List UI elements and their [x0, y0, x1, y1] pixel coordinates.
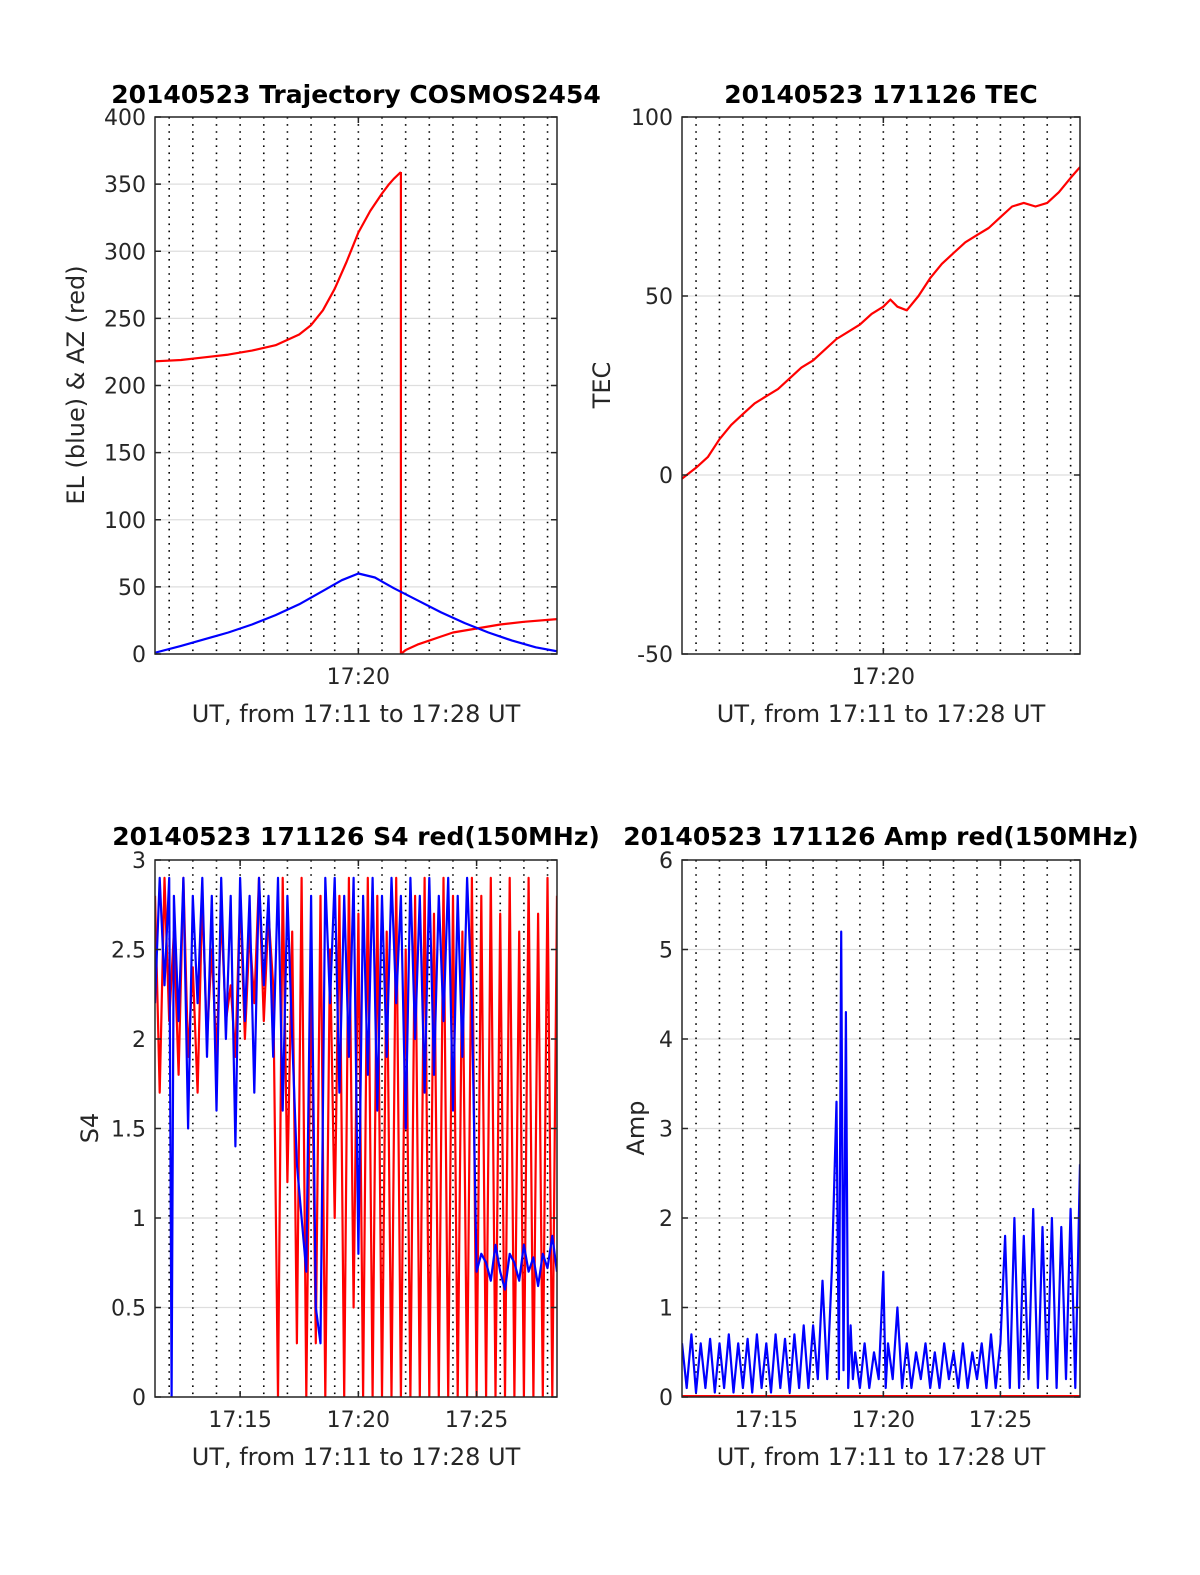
- amp-xtick-label: 17:15: [735, 1408, 798, 1433]
- panel-trajectory-ylabel: EL (blue) & AZ (red): [62, 265, 90, 504]
- amp-xtick-label: 17:20: [852, 1408, 915, 1433]
- s4-ytick-label: 1: [132, 1207, 146, 1232]
- s4-series-line: [155, 876, 557, 1397]
- trajectory-ytick-label: 50: [118, 576, 146, 601]
- trajectory-series-line: [155, 171, 402, 363]
- trajectory-ytick-label: 250: [104, 307, 146, 332]
- panel-tec-xlabel: UT, from 17:11 to 17:28 UT: [717, 700, 1046, 728]
- amp-xtick-label: 17:25: [969, 1408, 1032, 1433]
- tec-series-line: [682, 166, 1080, 480]
- tec-xtick-label: 17:20: [852, 665, 915, 690]
- tec-axes-box: [681, 116, 1081, 655]
- s4-ytick-label: 1.5: [111, 1118, 146, 1143]
- trajectory-ytick-label: 300: [104, 240, 146, 265]
- panel-s4-xlabel: UT, from 17:11 to 17:28 UT: [192, 1443, 521, 1471]
- amp-ytick-label: 4: [659, 1028, 673, 1053]
- s4-ytick-label: 0.5: [111, 1297, 146, 1322]
- s4-xtick-label: 17:15: [208, 1408, 271, 1433]
- trajectory-series-line: [400, 618, 557, 654]
- panel-s4-title: 20140523 171126 S4 red(150MHz): [112, 822, 600, 851]
- s4-xtick-label: 17:20: [327, 1408, 390, 1433]
- s4-ytick-label: 2: [132, 1028, 146, 1053]
- trajectory-ytick-label: 100: [104, 509, 146, 534]
- trajectory-ytick-label: 350: [104, 173, 146, 198]
- trajectory-ytick-label: 150: [104, 442, 146, 467]
- s4-xtick-label: 17:25: [445, 1408, 508, 1433]
- panel-tec: 20140523 171126 TEC UT, from 17:11 to 17…: [588, 80, 1081, 728]
- amp-ytick-label: 3: [659, 1118, 673, 1143]
- panel-amp-ylabel: Amp: [622, 1100, 650, 1155]
- panel-trajectory: 20140523 Trajectory COSMOS2454 UT, from …: [62, 80, 601, 728]
- amp-series-line: [682, 930, 1080, 1394]
- panel-amp-xlabel: UT, from 17:11 to 17:28 UT: [717, 1443, 1046, 1471]
- panel-amp: 20140523 171126 Amp red(150MHz) UT, from…: [622, 822, 1139, 1471]
- panel-trajectory-xlabel: UT, from 17:11 to 17:28 UT: [192, 700, 521, 728]
- trajectory-series-line: [155, 572, 557, 654]
- amp-ytick-label: 2: [659, 1207, 673, 1232]
- s4-ytick-label: 0: [132, 1386, 146, 1411]
- amp-ytick-label: 5: [659, 939, 673, 964]
- trajectory-xtick-label: 17:20: [327, 665, 390, 690]
- panel-s4: 20140523 171126 S4 red(150MHz) UT, from …: [76, 822, 600, 1471]
- tec-ytick-label: 100: [631, 106, 673, 131]
- tec-ytick-label: 0: [659, 464, 673, 489]
- panel-s4-ylabel: S4: [76, 1113, 104, 1144]
- s4-ytick-label: 3: [132, 849, 146, 874]
- trajectory-ytick-label: 400: [104, 106, 146, 131]
- amp-ytick-label: 0: [659, 1386, 673, 1411]
- amp-ytick-label: 1: [659, 1297, 673, 1322]
- amp-ytick-label: 6: [659, 849, 673, 874]
- s4-ytick-label: 2.5: [111, 939, 146, 964]
- panel-trajectory-title: 20140523 Trajectory COSMOS2454: [111, 80, 601, 109]
- panel-tec-title: 20140523 171126 TEC: [724, 80, 1037, 109]
- tec-ytick-label: -50: [637, 643, 673, 668]
- trajectory-ytick-label: 0: [132, 643, 146, 668]
- trajectory-ytick-label: 200: [104, 375, 146, 400]
- tec-ytick-label: 50: [645, 285, 673, 310]
- panel-tec-ylabel: TEC: [588, 362, 616, 410]
- panel-amp-title: 20140523 171126 Amp red(150MHz): [623, 822, 1139, 851]
